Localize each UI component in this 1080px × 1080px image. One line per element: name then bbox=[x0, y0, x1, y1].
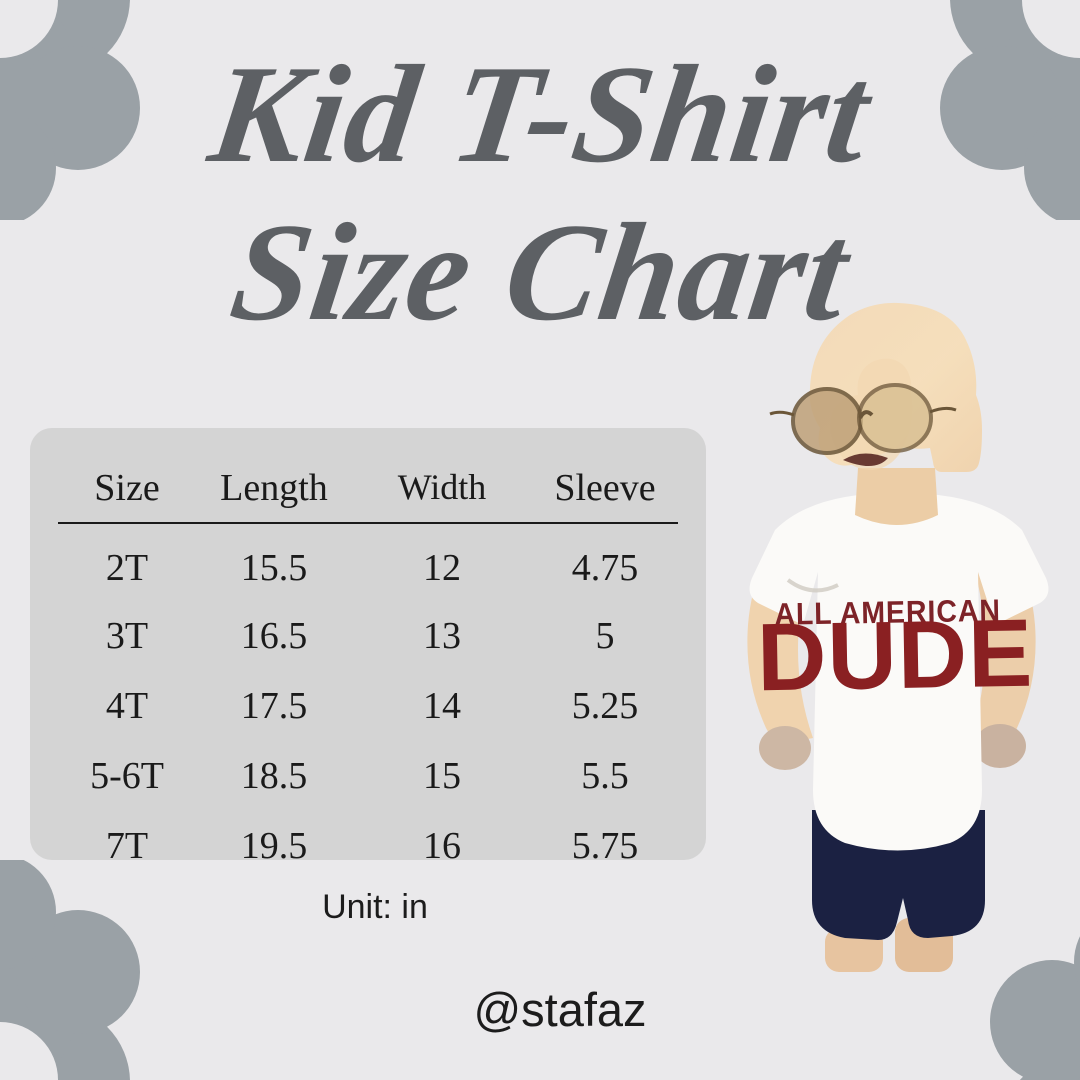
svg-text:DUDE: DUDE bbox=[756, 600, 1034, 712]
